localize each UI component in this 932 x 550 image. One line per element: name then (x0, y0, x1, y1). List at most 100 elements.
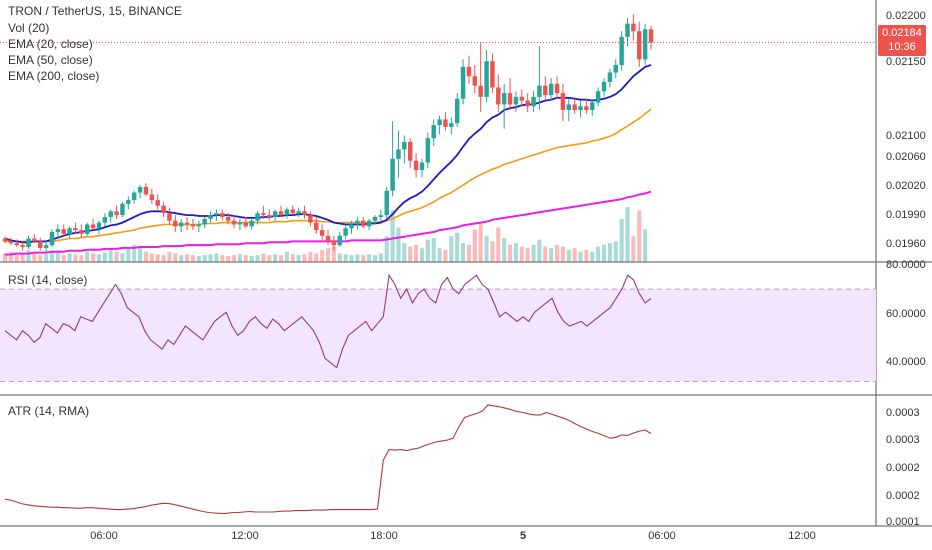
volume-bar (132, 244, 137, 262)
volume-bar (314, 253, 319, 262)
volume-bar (149, 253, 154, 262)
volume-bar (378, 253, 383, 262)
candle-body (49, 231, 55, 246)
volume-bar (572, 248, 577, 262)
symbol-title: TRON / TetherUS, 15, BINANCE (8, 4, 182, 18)
volume-bar (237, 254, 242, 262)
candle-body (314, 222, 319, 231)
candle-body (507, 93, 513, 105)
volume-bar (349, 255, 354, 262)
volume-bar (337, 253, 342, 262)
volume-bar (202, 255, 207, 262)
volume-bar (355, 254, 360, 262)
volume-bar (525, 248, 530, 262)
volume-bar (419, 248, 425, 262)
rsi-label[interactable]: RSI (14, close) (8, 273, 88, 287)
volume-bar (179, 255, 184, 262)
candle-body (296, 211, 301, 214)
volume-bar (302, 254, 307, 262)
last-price-value: 0.02184 (882, 27, 922, 39)
price-tick: 0.02020 (886, 180, 926, 192)
volume-bar (67, 253, 72, 262)
candle-body (120, 203, 125, 216)
date-tick: 5 (519, 530, 527, 542)
volume-bar (502, 237, 507, 262)
candle-body (648, 29, 654, 43)
time-tick: 06:00 (90, 530, 118, 542)
volume-bar (449, 236, 454, 262)
volume-bar (20, 254, 25, 262)
candle-body (372, 216, 378, 221)
price-tick: 0.01990 (886, 209, 926, 221)
volume-bar (138, 246, 143, 262)
volume-bar (231, 255, 237, 262)
candle-body (513, 96, 519, 105)
volume-bar (402, 243, 407, 262)
indicator-vol[interactable]: Vol (20) (8, 21, 50, 35)
candle-body (413, 160, 419, 171)
candle-body (137, 186, 143, 193)
candle-body (425, 138, 431, 163)
candle-body (2, 238, 8, 242)
candle-body (73, 228, 78, 231)
price-tick: 0.01960 (886, 238, 926, 250)
candle-body (525, 100, 530, 107)
volume-bar (584, 249, 589, 262)
volume-bar (308, 251, 313, 262)
candle-body (155, 200, 160, 206)
volume-bar (190, 255, 195, 262)
volume-bar (55, 252, 60, 262)
indicator-ema20[interactable]: EMA (20, close) (8, 37, 93, 51)
candle-body (384, 190, 389, 216)
volume-bar (126, 248, 131, 262)
candle-body (443, 119, 448, 127)
candle-body (548, 83, 554, 96)
atr-tick: 0.0001 (886, 516, 920, 528)
candle-body (361, 220, 366, 227)
volume-bar (343, 254, 348, 262)
volume-bar (243, 255, 248, 262)
volume-bar (214, 253, 219, 262)
candle-body (619, 36, 624, 65)
indicator-ema50[interactable]: EMA (50, close) (8, 53, 93, 67)
candle-body (501, 93, 507, 105)
candle-body (108, 211, 113, 217)
candle-body (419, 162, 425, 171)
atr-label[interactable]: ATR (14, RMA) (8, 404, 90, 418)
candle-body (396, 149, 401, 159)
volume-bar (537, 239, 542, 262)
volume-bar (79, 255, 84, 262)
time-tick: 18:00 (370, 530, 398, 542)
volume-bar (38, 255, 43, 262)
time-tick: 06:00 (648, 530, 676, 542)
price-tick: 0.02200 (886, 10, 926, 22)
volume-bar (284, 251, 289, 262)
bar-countdown: 10:36 (888, 41, 916, 53)
candle-body (496, 87, 501, 105)
candle-body (590, 102, 595, 111)
volume-bar (208, 254, 213, 262)
volume-bar (643, 229, 648, 262)
candle-body (67, 228, 72, 234)
atr-line (4, 404, 652, 514)
candle-body (625, 23, 630, 37)
candle-body (366, 220, 372, 227)
candle-body (196, 224, 202, 227)
indicator-ema200[interactable]: EMA (200, close) (8, 69, 100, 83)
candle-body (490, 61, 495, 88)
candle-body (220, 213, 225, 217)
candle-body (90, 224, 96, 229)
volume-bar (596, 246, 601, 262)
candle-body (84, 224, 90, 234)
candle-body (231, 220, 237, 225)
candle-body (214, 213, 219, 216)
volume-bar (361, 255, 366, 262)
volume-bar (14, 255, 19, 262)
volume-bar (425, 239, 430, 262)
volume-bar (249, 255, 254, 262)
candle-body (272, 211, 278, 217)
volume-bar (367, 254, 372, 262)
volume-bar (2, 253, 8, 262)
rsi-tick: 40.0000 (886, 356, 926, 368)
